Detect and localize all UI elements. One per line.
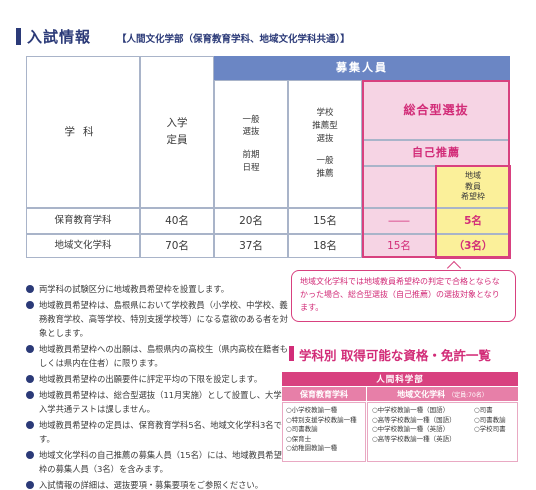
col-header-region-teacher: 地域 教員 希望枠 (436, 166, 510, 208)
col-header-comprehensive: 総合型選抜 (362, 80, 510, 140)
qualifications-department: 人間科学部 (282, 372, 518, 386)
qualifications-nursery-header: 保育教育学科 (282, 387, 366, 401)
bullet-dot-icon (26, 391, 34, 399)
bullet-dot-icon (26, 345, 34, 353)
row-capacity-regional: 70名 (140, 234, 214, 258)
list-item: ○保育士 (286, 434, 312, 443)
page-subtitle: 【人間文化学部（保育教育学科、地域文化学科共通）】 (117, 34, 350, 45)
row-general-nursery: 20名 (214, 208, 288, 234)
qualifications-title: 学科別 取得可能な資格・免許一覧 (299, 348, 491, 363)
list-item: ○司書 (474, 406, 493, 414)
row-school-nursery: 15名 (288, 208, 362, 234)
list-item: 地域教員希望枠の出願要件に評定平均の下限を設定します。 (26, 372, 288, 386)
col-header-capacity: 入学 定員 (140, 56, 214, 208)
list-item: ○学校司書 (474, 425, 506, 434)
col-header-recruit: 募集人員 (214, 56, 510, 80)
bullet-dot-icon (26, 375, 34, 383)
bullet-dot-icon (26, 301, 34, 309)
col-header-school: 学校 推薦型 選抜 一般 推薦 (288, 80, 362, 208)
row-school-regional: 18名 (288, 234, 362, 258)
row-region-nursery: 5名 (436, 208, 510, 234)
list-item: ○司書教諭 (286, 425, 318, 434)
list-item: ○特別支援学校教諭一種 (286, 415, 357, 424)
page-title: 入試情報 (27, 28, 92, 46)
qualifications-accent-bar (289, 346, 294, 361)
list-item: ○中学校教諭一種（英語） (372, 425, 450, 434)
bullet-dot-icon (26, 285, 34, 293)
row-general-regional: 37名 (214, 234, 288, 258)
row-region-regional: （3名） (436, 234, 510, 258)
list-item: 地域教員希望枠は、総合型選抜（11月実施）として設置し、大学入学共通テストは課し… (26, 388, 288, 416)
list-item: 地域文化学科の自己推薦の募集人員（15名）には、地域教員希望枠の募集人員（3名）… (26, 448, 288, 476)
qualifications-nursery-body: ○小学校教諭一種 ○特別支援学校教諭一種 ○司書教諭 ○保育士 ○幼稚園教諭一種 (282, 402, 366, 462)
bullet-dot-icon (26, 481, 34, 489)
list-item: ○高等学校教諭一種（国語） (372, 415, 456, 424)
bullet-notes: 両学科の試験区分に地域教員希望枠を設置します。 地域教員希望枠は、島根県において… (26, 282, 288, 490)
list-item: ○中学校教諭一種（国語） (372, 406, 450, 414)
row-dept-nursery: 保育教育学科 (26, 208, 140, 234)
list-item: 入試情報の詳細は、選抜要項・募集要項をご参照ください。 (26, 478, 288, 490)
qualifications-regional-body: ○中学校教諭一種（国語） ○高等学校教諭一種（国語） ○中学校教諭一種（英語） … (367, 402, 518, 462)
list-item: ○幼稚園教諭一種 (286, 444, 338, 453)
row-self-nursery: ―― (362, 208, 436, 234)
col-header-self-recommend: 自己推薦 (362, 140, 510, 166)
header-self-blank (362, 166, 436, 208)
list-item: ○高等学校教諭一種（英語） (372, 434, 456, 443)
title-accent-bar (16, 28, 21, 45)
list-item: ○小学校教諭一種 (286, 406, 338, 414)
bullet-dot-icon (26, 421, 34, 429)
list-item: 両学科の試験区分に地域教員希望枠を設置します。 (26, 282, 288, 296)
row-self-regional: 15名 (362, 234, 436, 258)
col-header-department: 学科 (26, 56, 140, 208)
note-callout: 地域文化学科では地域教員希望枠の判定で合格とならなかった場合、総合型選抜（自己推… (291, 270, 516, 322)
bullet-dot-icon (26, 451, 34, 459)
list-item: ○司書教諭 (474, 415, 506, 424)
list-item: 地域教員希望枠の定員は、保育教育学科5名、地域文化学科3名です。 (26, 418, 288, 446)
row-capacity-nursery: 40名 (140, 208, 214, 234)
col-header-general: 一般 選抜 前期 日程 (214, 80, 288, 208)
list-item: 地域教員希望枠は、島根県において学校教員（小学校、中学校、義務教育学校、高等学校… (26, 298, 288, 340)
qualifications-regional-header: 地域文化学科 （定員:70名） (367, 387, 518, 401)
row-dept-regional: 地域文化学科 (26, 234, 140, 258)
list-item: 地域教員希望枠への出願は、島根県内の高校生（県内高校在籍者もしくは県内在住者）に… (26, 342, 288, 370)
